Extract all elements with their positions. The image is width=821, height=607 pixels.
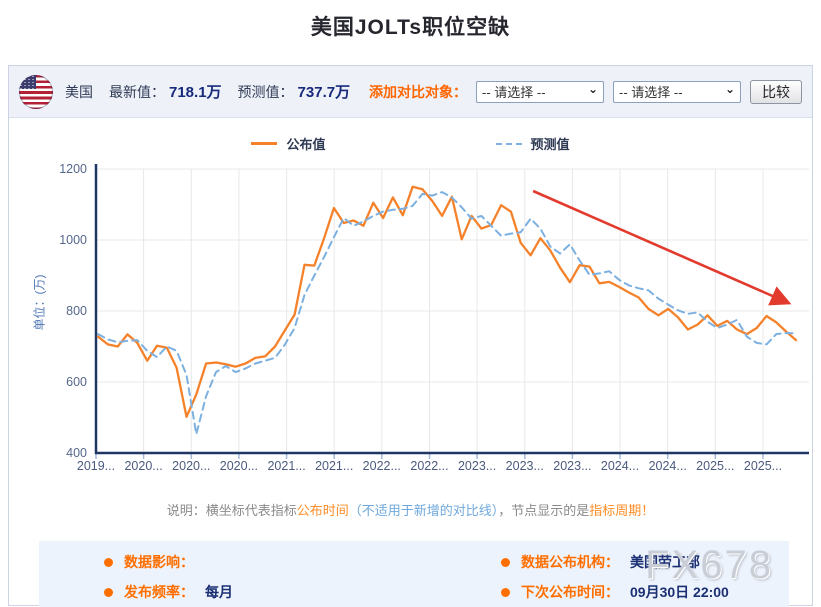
svg-text:1200: 1200 <box>59 162 87 176</box>
next-release-label: 下次公布时间： <box>521 584 619 600</box>
compare-select-2-value: -- 请选择 -- <box>619 85 683 100</box>
bullet-icon <box>501 587 510 597</box>
info-col-left: 数据影响： 发布频率： 每月 <box>39 547 414 607</box>
info-panel: 数据影响： 发布频率： 每月 数据公布机构： 美国劳工部 下次公布时间： 09月… <box>39 541 789 607</box>
frequency-value: 每月 <box>205 584 233 600</box>
series-公布值 <box>96 185 798 418</box>
trend-arrow <box>532 189 792 306</box>
forecast-value: 737.7万 <box>297 84 351 101</box>
compare-controls: 添加对比对象： -- 请选择 -- ⌄ -- 请选择 -- ⌄ 比较 <box>369 79 802 104</box>
main-panel: 美国 最新值： 718.1万 预测值： 737.7万 添加对比对象： -- 请选… <box>8 65 813 607</box>
svg-text:2025...: 2025... <box>744 459 782 473</box>
legend-published-label: 公布值 <box>286 137 326 152</box>
line-chart: 2019... 2020... 2020... 2020... 2021... 2021.… <box>59 162 809 473</box>
info-row-data-impact: 数据影响： <box>104 551 414 573</box>
note-segment: 指标周期！ <box>589 503 655 518</box>
svg-text:2025...: 2025... <box>696 459 734 473</box>
legend-item-published[interactable]: 公布值 <box>251 134 326 153</box>
svg-text:2023...: 2023... <box>553 459 591 473</box>
svg-text:2024...: 2024... <box>601 459 639 473</box>
chart-note: 说明：横坐标代表指标公布时间（不适用于新增的对比线），节点显示的是指标周期！ <box>9 500 812 519</box>
bullet-icon <box>501 557 510 567</box>
data-impact-label: 数据影响： <box>124 554 194 570</box>
info-row-next-release: 下次公布时间： 09月30日 22:00 <box>501 581 789 603</box>
frequency-label: 发布频率： <box>124 584 194 600</box>
chevron-down-icon: ⌄ <box>724 82 735 96</box>
svg-text:2020...: 2020... <box>172 459 210 473</box>
svg-text:2022...: 2022... <box>410 459 448 473</box>
x-axis-labels: 2019... 2020... 2020... 2020... 2021... 2021.… <box>77 454 782 473</box>
us-flag-icon <box>19 74 53 109</box>
bullet-icon <box>104 557 113 567</box>
agency-label: 数据公布机构： <box>521 554 619 570</box>
add-compare-label: 添加对比对象： <box>369 83 467 100</box>
y-axis-labels: 1200 1000 800 600 400 <box>59 162 87 460</box>
info-col-right: 数据公布机构： 美国劳工部 下次公布时间： 09月30日 22:00 <box>414 547 789 607</box>
next-release-value: 09月30日 22:00 <box>630 584 729 600</box>
chart-legend: 公布值 预测值 <box>9 134 812 153</box>
svg-text:600: 600 <box>66 375 87 389</box>
solid-line-icon <box>251 142 278 145</box>
svg-text:400: 400 <box>66 446 87 460</box>
note-segment: 公布时间 <box>296 503 349 518</box>
note-segment: ，节点显示的是 <box>498 503 590 518</box>
page-title: 美国JOLTs职位空缺 <box>310 16 511 39</box>
info-row-agency: 数据公布机构： 美国劳工部 <box>501 551 789 573</box>
note-segment: 说明：横坐标代表指标 <box>166 503 297 518</box>
header-bar: 美国 最新值： 718.1万 预测值： 737.7万 添加对比对象： -- 请选… <box>9 66 812 118</box>
svg-text:2022...: 2022... <box>363 459 401 473</box>
svg-text:2023...: 2023... <box>458 459 496 473</box>
svg-text:2020...: 2020... <box>220 459 258 473</box>
svg-text:2021...: 2021... <box>267 459 305 473</box>
chevron-down-icon: ⌄ <box>587 82 598 96</box>
svg-text:2023...: 2023... <box>506 459 544 473</box>
bullet-icon <box>104 587 113 597</box>
country-label: 美国 <box>65 83 93 100</box>
svg-text:2020...: 2020... <box>124 459 162 473</box>
compare-button[interactable]: 比较 <box>750 79 802 104</box>
agency-value: 美国劳工部 <box>630 554 700 570</box>
dashed-line-icon <box>495 142 522 145</box>
note-segment: （不适用于新增的对比线） <box>348 503 499 518</box>
latest-value-label: 最新值： <box>109 83 165 100</box>
latest-value: 718.1万 <box>169 84 222 101</box>
compare-select-1-value: -- 请选择 -- <box>482 85 546 100</box>
svg-text:2024...: 2024... <box>649 459 687 473</box>
legend-item-forecast[interactable]: 预测值 <box>495 134 570 153</box>
svg-text:2021...: 2021... <box>315 459 353 473</box>
compare-select-2[interactable]: -- 请选择 -- ⌄ <box>613 80 741 103</box>
info-row-frequency: 发布频率： 每月 <box>104 581 414 603</box>
legend-forecast-label: 预测值 <box>530 137 570 152</box>
series-预测值 <box>97 191 797 436</box>
grid-lines <box>96 168 809 453</box>
svg-text:1000: 1000 <box>59 233 87 247</box>
forecast-value-label: 预测值： <box>237 83 294 100</box>
svg-text:2019...: 2019... <box>77 459 115 473</box>
svg-text:800: 800 <box>66 304 87 318</box>
watermark: FX678 <box>645 543 773 587</box>
compare-select-1[interactable]: -- 请选择 -- ⌄ <box>476 80 604 103</box>
